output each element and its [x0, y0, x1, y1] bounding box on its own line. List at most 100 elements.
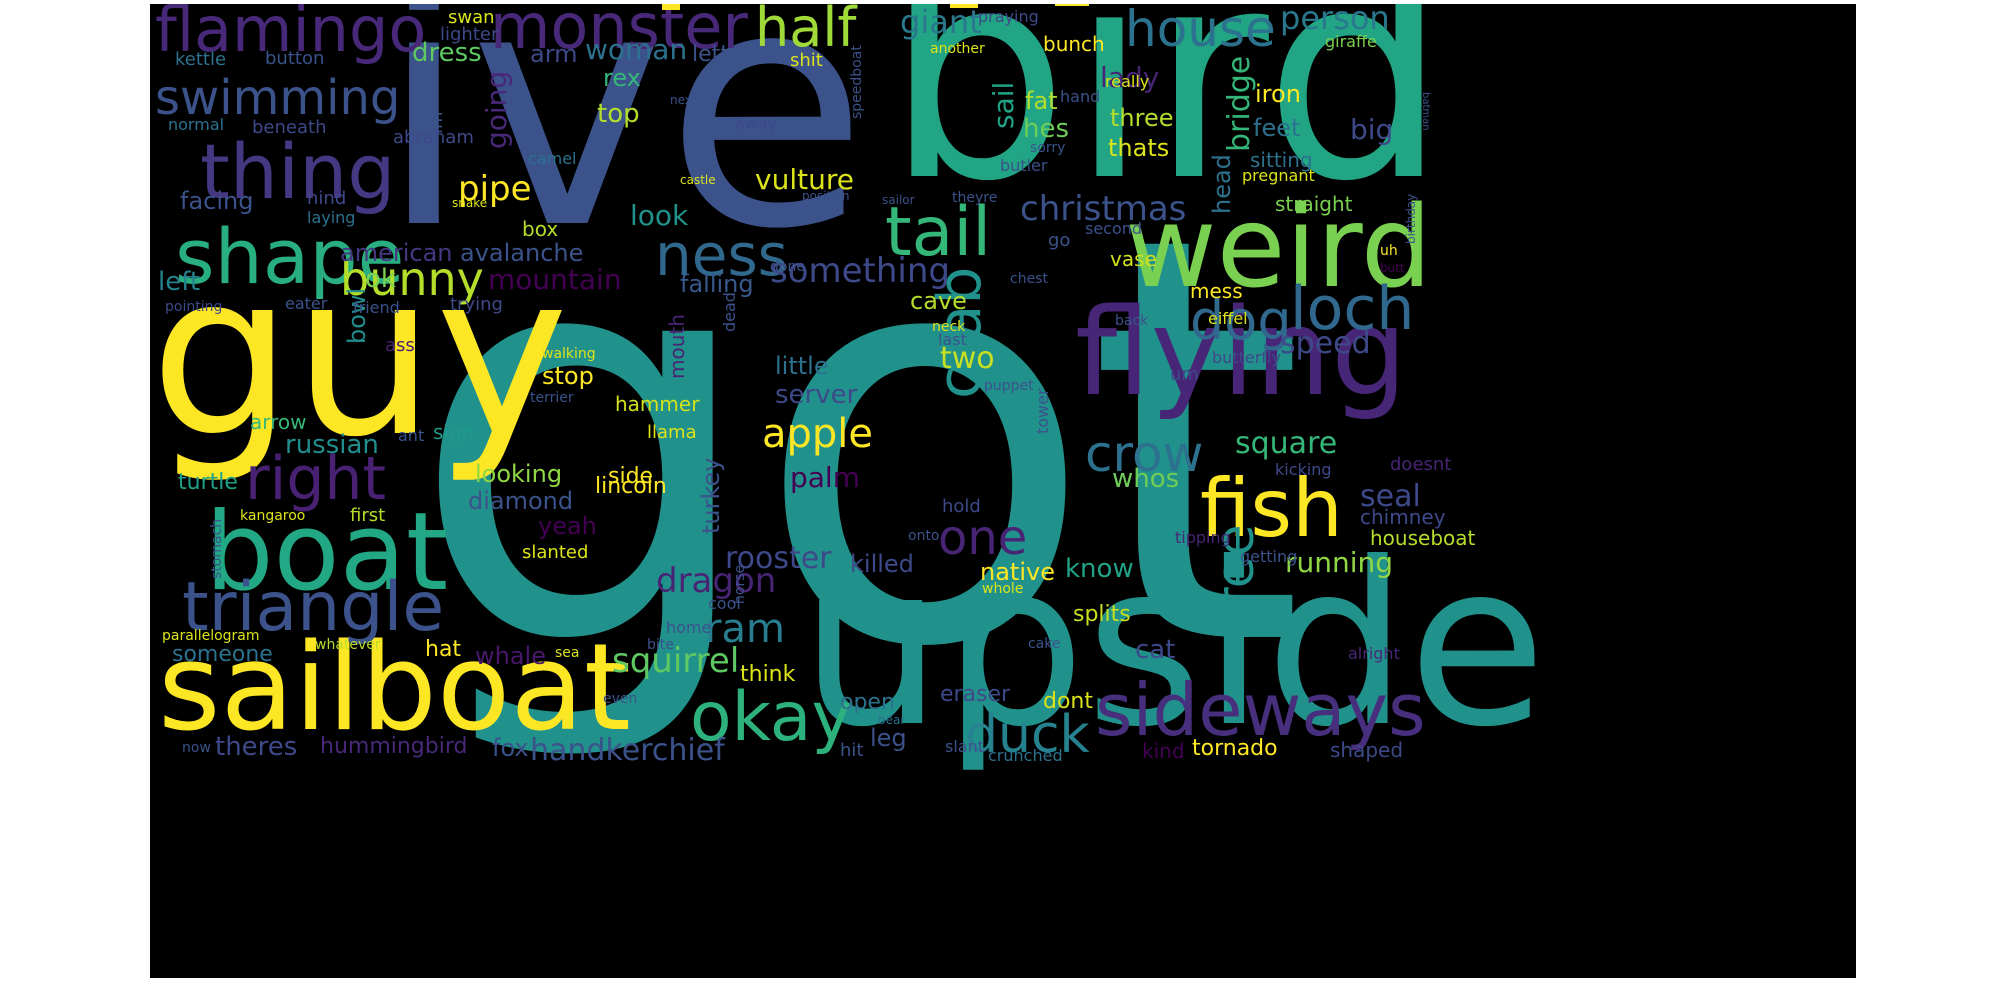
- word-sea: sea: [555, 645, 580, 661]
- word-llama: llama: [647, 422, 697, 443]
- word-really: really: [1105, 72, 1150, 91]
- word-monster: monster: [490, 4, 748, 63]
- word-rex: rex: [603, 64, 641, 92]
- word-russian: russian: [285, 430, 379, 460]
- word-native: native: [980, 558, 1055, 586]
- word-swimming: swimming: [155, 70, 401, 126]
- word-apple: apple: [762, 411, 874, 457]
- word-eraser: eraser: [940, 682, 1011, 707]
- word-sailboat: sailboat: [158, 619, 631, 758]
- word-second: second: [1085, 219, 1143, 238]
- word-onto: onto: [908, 528, 940, 544]
- word-dragon: dragon: [656, 561, 777, 601]
- word-mountain: mountain: [488, 263, 622, 296]
- word-pipe: pipe: [458, 169, 532, 209]
- word-turtle: turtle: [178, 470, 238, 495]
- word-kicking: kicking: [1275, 460, 1332, 479]
- word-giraffe: giraffe: [1325, 32, 1377, 51]
- word-hold: hold: [942, 496, 981, 517]
- word-first: first: [350, 505, 386, 526]
- word-vase: vase: [1110, 247, 1157, 271]
- word-got: got: [408, 118, 1306, 770]
- word-getting: getting: [1240, 547, 1298, 566]
- word-sign: sign: [433, 420, 475, 444]
- word-speed: speed: [1280, 326, 1371, 361]
- word-three: three: [1110, 104, 1174, 132]
- word-guy: guy: [150, 225, 569, 487]
- word-ant: ant: [398, 426, 425, 445]
- word-speedboat: speedboat: [849, 45, 865, 119]
- word-half: half: [755, 4, 857, 59]
- word-sailor: sailor: [882, 193, 915, 207]
- word-cat: cat: [1135, 635, 1176, 665]
- word-dont: dont: [1043, 689, 1093, 714]
- word-head: head: [1208, 154, 1236, 214]
- word-away: away: [735, 114, 778, 133]
- word-eater: eater: [285, 294, 328, 313]
- word-hand: hand: [1060, 87, 1101, 106]
- word-bite: bite: [647, 637, 674, 653]
- word-falling: falling: [680, 270, 754, 298]
- word-handkerchief: handkerchief: [530, 733, 725, 768]
- word-snake: snake: [452, 196, 488, 210]
- word-lady: lady: [1100, 61, 1160, 94]
- word-shaped: shaped: [1330, 738, 1404, 762]
- word-whos: whos: [1112, 464, 1180, 494]
- word-kangaroo: kangaroo: [240, 508, 306, 524]
- word-feet: feet: [1253, 114, 1301, 142]
- word-uh: uh: [1380, 243, 1398, 259]
- word-slanted: slanted: [522, 542, 589, 563]
- word-mess: mess: [1190, 279, 1243, 303]
- word-thing: thing: [200, 127, 396, 216]
- word-cake: cake: [1028, 636, 1061, 652]
- word-triangle: triangle: [182, 568, 445, 647]
- word-chest: chest: [1010, 271, 1048, 287]
- word-palm: palm: [790, 461, 860, 494]
- word-killed: killed: [850, 550, 914, 578]
- word-arm: arm: [530, 40, 578, 68]
- word-looking: looking: [475, 460, 563, 488]
- word-iron: iron: [1255, 80, 1301, 108]
- word-normal: normal: [168, 115, 225, 134]
- word-puppet: puppet: [984, 378, 1034, 394]
- word-avalanche: avalanche: [460, 239, 584, 267]
- word-yeah: yeah: [538, 512, 597, 540]
- word-fat: fat: [1025, 87, 1058, 115]
- word-person: person: [1280, 4, 1390, 37]
- word-camel: camel: [528, 149, 577, 168]
- word-whale: whale: [475, 642, 546, 670]
- word-giant: giant: [900, 4, 982, 41]
- word-mouth: mouth: [665, 314, 689, 379]
- word-little: little: [775, 352, 829, 380]
- word-pointing: pointing: [165, 299, 223, 315]
- word-tipping: tipping: [1175, 528, 1231, 547]
- word-something: something: [770, 251, 951, 291]
- word-hit: hit: [840, 740, 864, 761]
- word-top: top: [597, 99, 640, 129]
- word-squirrel: squirrel: [612, 641, 740, 681]
- word-facing: facing: [180, 187, 254, 215]
- word-beneath: beneath: [252, 117, 327, 138]
- word-weird: weird: [1125, 183, 1432, 313]
- word-now: now: [182, 740, 211, 756]
- word-server: server: [775, 380, 858, 410]
- word-sideways: sideways: [1095, 668, 1426, 752]
- word-boat: boat: [205, 490, 449, 615]
- word-eiffel: eiffel: [1208, 309, 1248, 328]
- word-chimney: chimney: [1360, 505, 1446, 529]
- word-whatever: whatever: [315, 637, 381, 653]
- word-terrier: terrier: [530, 390, 574, 406]
- word-abraham: abraham: [393, 127, 474, 148]
- word-think: think: [740, 662, 796, 687]
- word-vulture: vulture: [755, 163, 854, 196]
- word-duck: duck: [965, 705, 1090, 765]
- word-friend: friend: [353, 298, 400, 317]
- word-sorry: sorry: [1030, 140, 1066, 156]
- word-left: left: [158, 267, 201, 297]
- word-bird: bird: [885, 4, 1448, 245]
- word-lighter: lighter: [440, 24, 499, 45]
- word-look: look: [630, 199, 689, 232]
- word-trying: trying: [450, 294, 503, 315]
- word-tail: tail: [885, 193, 992, 272]
- word-crow: crow: [1085, 425, 1204, 483]
